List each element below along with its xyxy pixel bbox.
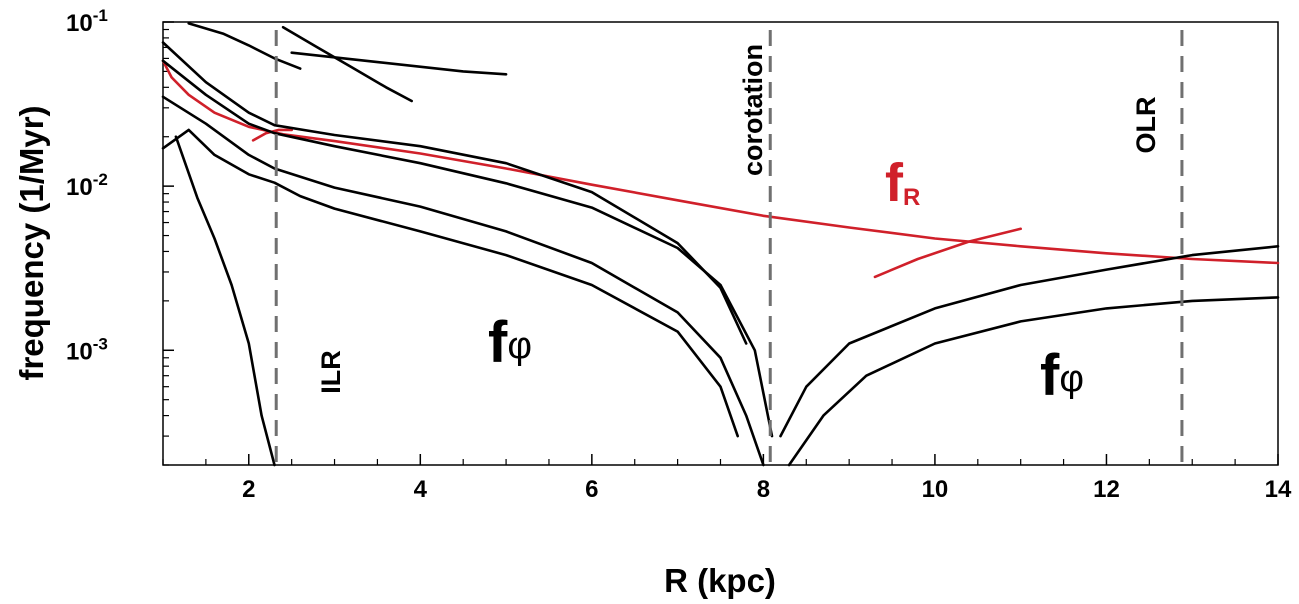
annotation-main: f xyxy=(885,153,904,213)
annotation-subscript: φ xyxy=(1059,358,1084,400)
series-layer xyxy=(161,22,1280,467)
series-line-6 xyxy=(161,41,748,345)
y-tick-base: 10 xyxy=(66,174,93,201)
x-axis-ticks: 2 4 6 8 10 12 14 xyxy=(242,454,1292,503)
y-tick-label: 10-3 xyxy=(66,334,108,365)
series-line-11 xyxy=(779,245,1280,438)
resonance-layer: ILR corotation OLR xyxy=(274,30,1184,465)
y-tick-label: 10-2 xyxy=(66,170,108,201)
series-line-4 xyxy=(187,22,302,70)
annotation-fphi1: fφ xyxy=(488,310,532,375)
x-tick-label: 2 xyxy=(242,476,255,503)
y-axis-label: frequency (1/Myr) xyxy=(13,105,50,380)
y-tick-base: 10 xyxy=(66,338,93,365)
resonance-label-ilr: ILR xyxy=(316,350,346,394)
y-tick-label: 10-1 xyxy=(66,6,108,37)
x-tick-label: 14 xyxy=(1265,476,1292,503)
x-tick-label: 12 xyxy=(1093,476,1120,503)
y-tick-base: 10 xyxy=(66,10,93,37)
annotation-subscript: φ xyxy=(507,325,532,367)
x-tick-label: 4 xyxy=(414,476,428,503)
series-line-1 xyxy=(873,227,1023,279)
y-tick-exponent: -1 xyxy=(93,6,108,25)
minor-ticks xyxy=(162,28,1236,466)
resonance-label-corotation: corotation xyxy=(738,44,768,176)
annotation-main: f xyxy=(488,310,508,375)
series-line-7 xyxy=(161,59,774,438)
series-line-5 xyxy=(290,51,508,76)
annotation-fr: fR xyxy=(885,153,920,213)
resonance-label-olr: OLR xyxy=(1131,97,1161,154)
y-axis-ticks: 10-110-210-3 xyxy=(66,6,174,365)
series-line-10 xyxy=(174,135,276,467)
plot-area xyxy=(162,21,1279,466)
series-line-8 xyxy=(161,95,765,467)
annotation-fphi2: fφ xyxy=(1040,343,1084,408)
x-tick-label: 10 xyxy=(922,476,949,503)
series-line-12 xyxy=(787,296,1280,467)
y-tick-exponent: -3 xyxy=(93,334,108,353)
x-tick-label: 8 xyxy=(757,476,770,503)
series-line-9 xyxy=(161,128,740,438)
series-line-0 xyxy=(161,59,1280,265)
annotation-main: f xyxy=(1040,343,1060,408)
x-tick-label: 6 xyxy=(585,476,598,503)
y-tick-exponent: -2 xyxy=(93,170,108,189)
plot-frame xyxy=(162,21,1279,466)
x-axis-label: R (kpc) xyxy=(664,562,776,599)
annotation-subscript: R xyxy=(903,184,920,211)
series-line-3 xyxy=(281,25,414,103)
